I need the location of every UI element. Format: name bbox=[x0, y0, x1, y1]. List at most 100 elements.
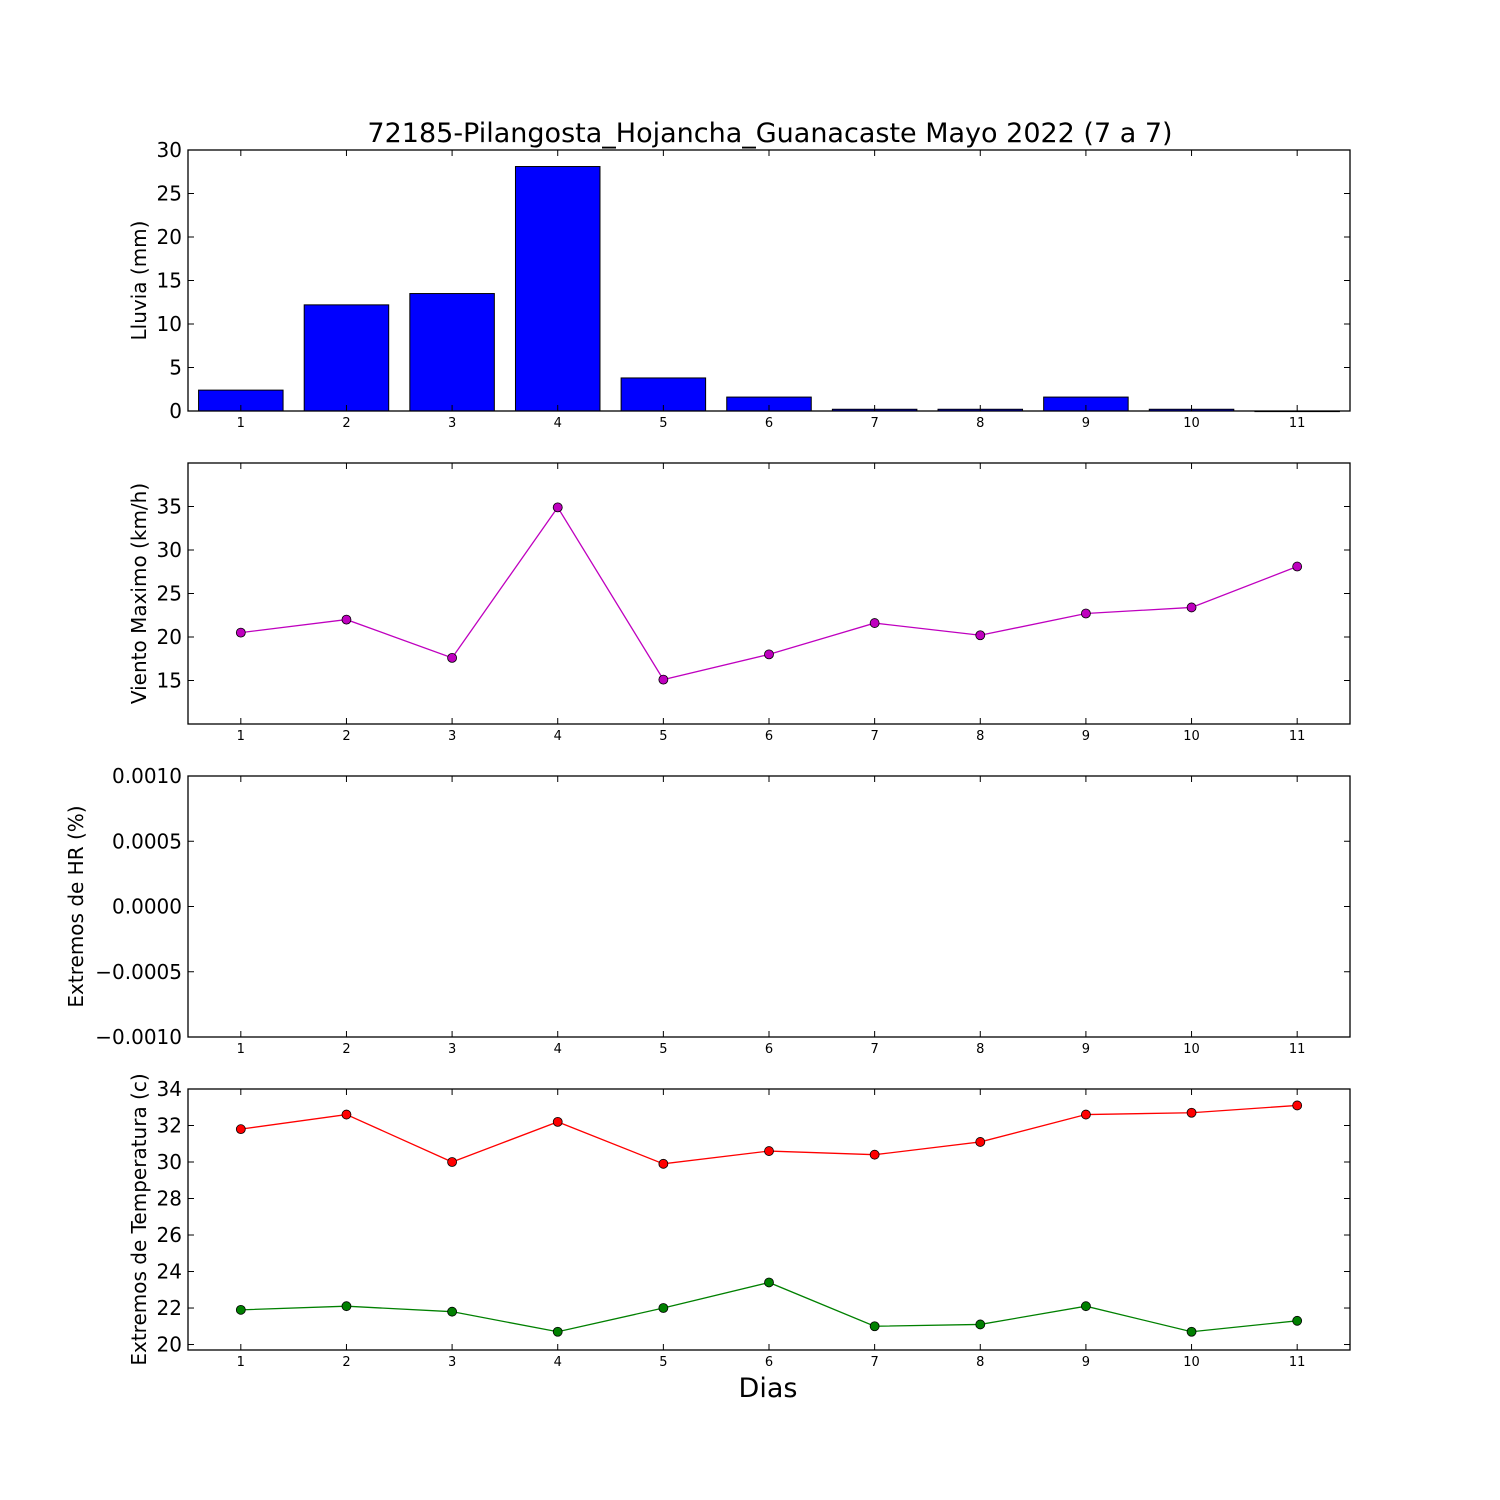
data-point bbox=[975, 1319, 986, 1330]
x-tick-label: 8 bbox=[976, 1042, 984, 1057]
data-point bbox=[658, 1158, 669, 1169]
y-tick-label: 30 bbox=[157, 538, 182, 562]
x-tick-label: 7 bbox=[870, 729, 878, 744]
y-tick-label: 15 bbox=[157, 269, 182, 293]
x-tick-label: 5 bbox=[659, 1355, 667, 1370]
x-tick-label: 7 bbox=[870, 416, 878, 431]
x-tick-label: 11 bbox=[1289, 729, 1306, 744]
x-tick-label: 8 bbox=[976, 416, 984, 431]
x-tick-label: 6 bbox=[765, 729, 773, 744]
bar-3 bbox=[409, 293, 495, 412]
y-tick-label: 0 bbox=[169, 399, 182, 423]
y-tick-label: 20 bbox=[157, 225, 182, 249]
y-tick-label: 26 bbox=[157, 1223, 182, 1247]
x-tick-label: 3 bbox=[448, 729, 456, 744]
x-tick-label: 10 bbox=[1183, 416, 1200, 431]
x-tick-label: 1 bbox=[237, 1042, 245, 1057]
panel-3: 1 2 3 4 5 6 7 8 9 10 11 −0.0010 −0.0005 0.0000 0.0005 0… bbox=[64, 764, 1351, 1057]
x-tick-label: 7 bbox=[870, 1355, 878, 1370]
x-tick-label: 9 bbox=[1082, 416, 1090, 431]
y-tick-label: 30 bbox=[157, 138, 182, 162]
data-point bbox=[1186, 1326, 1197, 1337]
y-tick-label: −0.0005 bbox=[95, 960, 182, 984]
data-point bbox=[552, 502, 563, 513]
data-point bbox=[658, 1303, 669, 1313]
y-tick-label: 5 bbox=[169, 356, 182, 380]
data-point bbox=[975, 1137, 986, 1147]
data-point bbox=[1292, 1100, 1303, 1111]
panel-1: 1 2 3 4 5 6 7 8 9 10 11 0 5 10 15 20 25 30 Lluvia (mm) bbox=[127, 138, 1351, 431]
plot-frame bbox=[187, 462, 1351, 725]
y-tick-label: 20 bbox=[157, 1333, 182, 1357]
data-point bbox=[1292, 1315, 1303, 1326]
x-tick-label: 7 bbox=[870, 1042, 878, 1057]
y-tick-label: 35 bbox=[157, 495, 182, 519]
x-tick-label: 6 bbox=[765, 1042, 773, 1057]
x-tick-label: 5 bbox=[659, 416, 667, 431]
y-axis-label: Extremos de HR (%) bbox=[64, 805, 88, 1007]
y-tick-label: 28 bbox=[157, 1187, 182, 1211]
x-tick-label: 11 bbox=[1289, 1042, 1306, 1057]
x-tick-label: 5 bbox=[659, 729, 667, 744]
data-point bbox=[1081, 1301, 1091, 1312]
x-tick-label: 9 bbox=[1082, 1042, 1090, 1057]
data-point bbox=[235, 1124, 246, 1135]
data-point bbox=[869, 618, 880, 628]
y-tick-label: 24 bbox=[157, 1260, 182, 1284]
data-point bbox=[447, 1157, 457, 1167]
x-tick-label: 10 bbox=[1183, 1355, 1200, 1370]
y-tick-label: 25 bbox=[157, 182, 182, 206]
y-tick-label: 32 bbox=[157, 1114, 182, 1138]
y-tick-label: 22 bbox=[157, 1296, 182, 1320]
data-point bbox=[447, 652, 457, 663]
data-point bbox=[869, 1149, 880, 1160]
x-tick-label: 4 bbox=[554, 416, 562, 431]
x-tick-label: 9 bbox=[1082, 1355, 1090, 1370]
y-tick-label: 15 bbox=[157, 669, 182, 693]
x-tick-label: 10 bbox=[1183, 1042, 1200, 1057]
y-axis-label: Lluvia (mm) bbox=[127, 221, 151, 341]
y-tick-label: 0.0000 bbox=[112, 895, 182, 919]
data-point bbox=[447, 1306, 457, 1317]
data-point bbox=[658, 674, 669, 685]
y-axis-label: Extremos de Temperatura (c) bbox=[127, 1073, 151, 1365]
y-tick-label: 0.0010 bbox=[112, 764, 182, 788]
x-tick-label: 10 bbox=[1183, 729, 1200, 744]
data-point bbox=[764, 649, 774, 660]
data-point bbox=[1081, 1109, 1091, 1120]
x-tick-label: 1 bbox=[237, 729, 245, 744]
x-axis-label: Dias bbox=[739, 1373, 798, 1404]
x-tick-label: 4 bbox=[554, 1042, 562, 1057]
y-axis-label: Viento Maximo (km/h) bbox=[127, 483, 151, 704]
x-tick-label: 1 bbox=[237, 1355, 245, 1370]
x-tick-label: 1 bbox=[237, 416, 245, 431]
y-tick-label: 10 bbox=[157, 312, 182, 336]
data-point bbox=[764, 1146, 774, 1156]
x-tick-label: 4 bbox=[554, 1355, 562, 1370]
x-tick-label: 8 bbox=[976, 1355, 984, 1370]
x-tick-label: 3 bbox=[448, 1042, 456, 1057]
plot-frame bbox=[187, 1088, 1351, 1351]
x-tick-label: 4 bbox=[554, 729, 562, 744]
x-tick-label: 2 bbox=[342, 416, 350, 431]
data-point bbox=[975, 630, 986, 641]
data-point bbox=[1186, 1107, 1197, 1118]
x-tick-label: 11 bbox=[1289, 1355, 1306, 1370]
y-tick-label: 30 bbox=[157, 1150, 182, 1174]
data-point bbox=[552, 1116, 563, 1127]
y-tick-label: 0.0005 bbox=[112, 829, 182, 853]
bar-4 bbox=[514, 166, 601, 412]
x-tick-label: 2 bbox=[342, 1042, 350, 1057]
y-tick-label: 20 bbox=[157, 625, 182, 649]
data-point bbox=[341, 1301, 352, 1312]
data-point bbox=[1186, 602, 1197, 613]
data-point bbox=[341, 614, 352, 625]
x-tick-label: 3 bbox=[448, 416, 456, 431]
x-tick-label: 6 bbox=[765, 416, 773, 431]
chart-title: 72185-Pilangosta_Hojancha_Guanacaste May… bbox=[367, 118, 1172, 149]
data-point bbox=[235, 627, 246, 638]
x-tick-label: 2 bbox=[342, 729, 350, 744]
